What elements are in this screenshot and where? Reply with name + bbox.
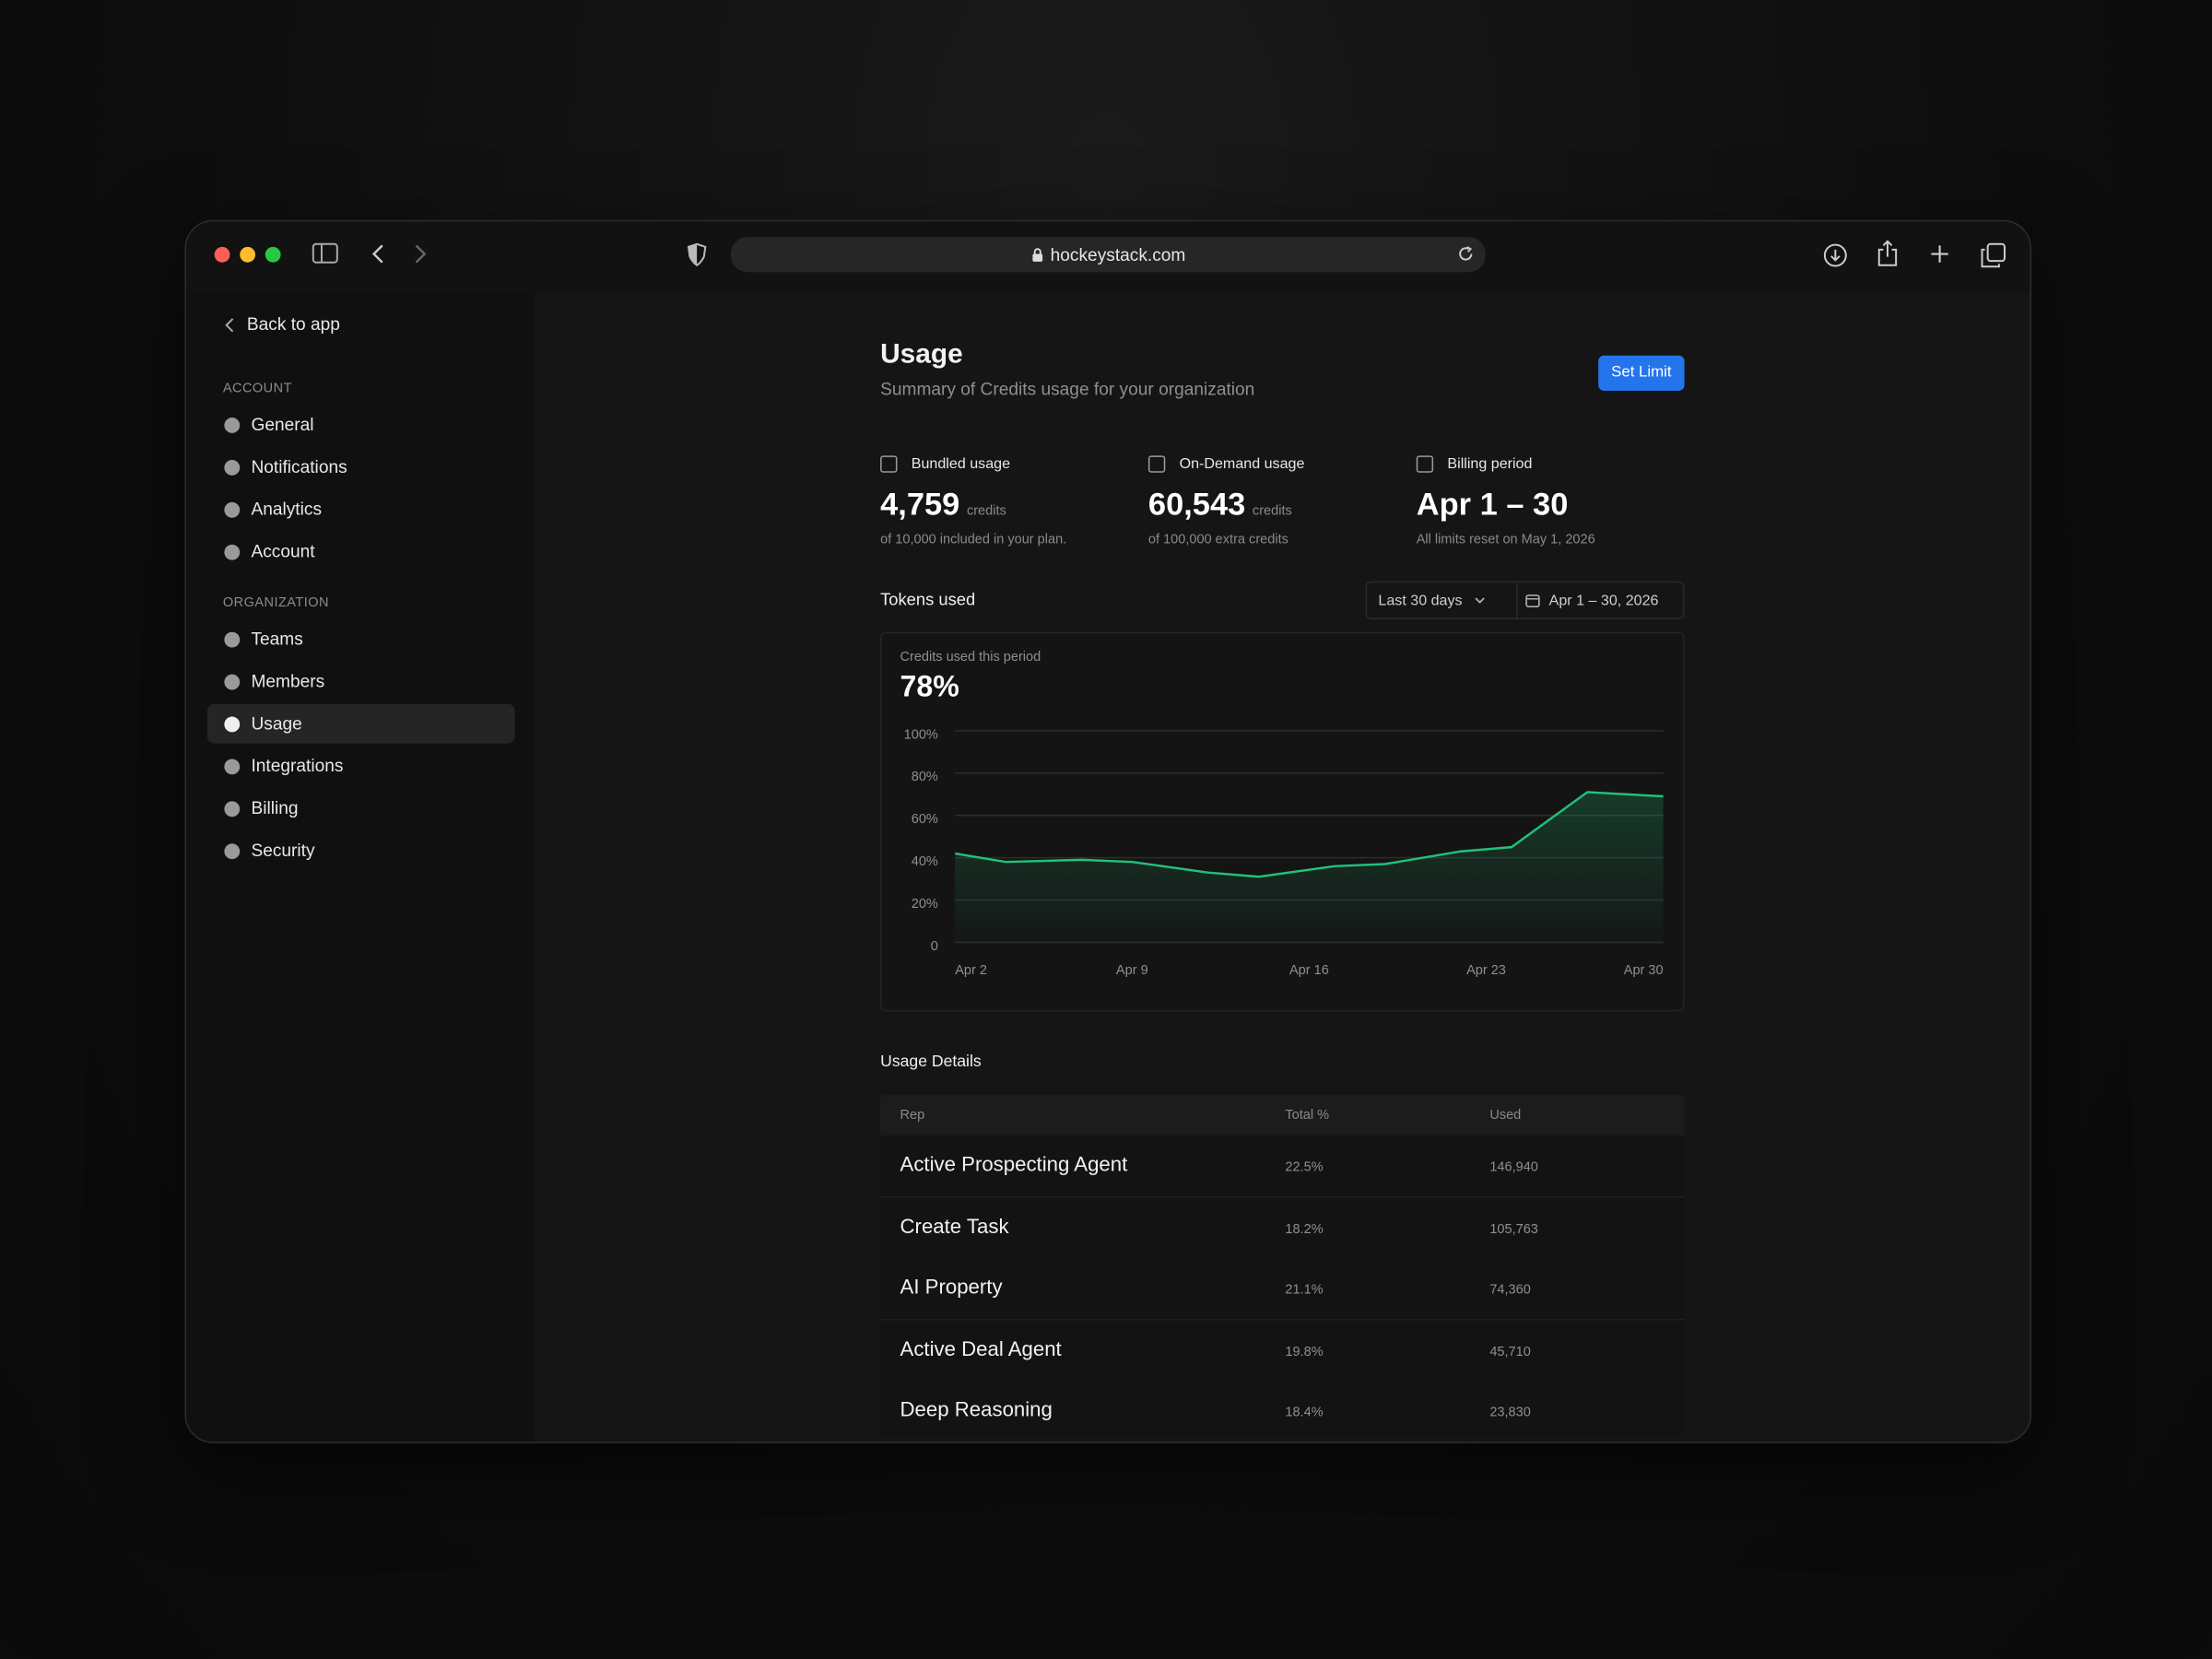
- nav-label: Usage: [251, 713, 302, 734]
- reload-button[interactable]: [1457, 245, 1474, 262]
- nav-item[interactable]: Notifications: [207, 447, 515, 487]
- nav-icon: [224, 800, 241, 817]
- range-dropdown[interactable]: Last 30 days: [1367, 582, 1518, 618]
- new-tab-button[interactable]: [1930, 244, 1949, 264]
- chevron-left: [225, 317, 234, 332]
- url-bar[interactable]: hockeystack.com: [730, 237, 1486, 273]
- nav-item[interactable]: Analytics: [207, 489, 515, 529]
- nav-item[interactable]: Usage: [207, 703, 515, 744]
- stat-unit: credits: [966, 503, 1006, 520]
- sidebar-toggle[interactable]: [312, 242, 340, 265]
- minimize-button[interactable]: [240, 246, 256, 263]
- stat-icon: [1147, 455, 1166, 473]
- stat-icon: [1416, 455, 1434, 473]
- stat-value: 60,543: [1147, 487, 1246, 523]
- back-text: Back to app: [246, 314, 340, 335]
- back-link[interactable]: Back to app: [224, 314, 340, 335]
- stat-label: On-Demand usage: [1179, 455, 1305, 473]
- download-button[interactable]: [1823, 242, 1849, 268]
- nav-item[interactable]: Teams: [207, 619, 515, 659]
- table-title: Usage Details: [880, 1053, 982, 1071]
- forward-button[interactable]: [412, 242, 429, 265]
- page-title: Usage: [880, 338, 963, 371]
- set-limit-button[interactable]: Set Limit: [1598, 355, 1685, 391]
- nav-icon: [224, 758, 241, 774]
- chart-card: [880, 631, 1685, 1012]
- stat-label: Billing period: [1447, 455, 1533, 473]
- nav-item[interactable]: Account: [207, 532, 515, 571]
- stat-note: of 10,000 included in your plan.: [880, 532, 1067, 547]
- nav-label: Security: [251, 841, 315, 861]
- nav-label: Teams: [251, 629, 303, 650]
- section-title: ORGANIZATION: [222, 594, 329, 611]
- date-text: Apr 1 – 30, 2026: [1548, 592, 1659, 609]
- nav-icon: [224, 501, 241, 517]
- back-button[interactable]: [370, 242, 386, 265]
- nav-icon: [224, 544, 241, 559]
- nav-item[interactable]: Integrations: [207, 747, 515, 786]
- nav-label: Analytics: [251, 499, 323, 520]
- sidebar: Back to app ACCOUNT General Notifications An…: [186, 291, 535, 1442]
- stat-note: of 100,000 extra credits: [1147, 532, 1288, 547]
- nav-icon: [224, 630, 241, 647]
- section-title: Tokens used: [880, 589, 976, 610]
- chevron-down: [1474, 596, 1485, 604]
- section-title: ACCOUNT: [222, 381, 292, 397]
- nav-icon: [224, 417, 241, 433]
- nav-icon: [224, 459, 241, 476]
- stat-value-row: Apr 1 – 30: [1417, 487, 1569, 524]
- stat-unit: credits: [1252, 503, 1292, 520]
- share-button[interactable]: [1877, 240, 1899, 268]
- nav-item[interactable]: Security: [207, 831, 515, 871]
- nav-icon: [224, 715, 241, 732]
- nav-label: Account: [251, 541, 315, 562]
- browser-window: hockeystack.com Back to app ACCOUNT Genera…: [184, 219, 2032, 1443]
- shield-icon[interactable]: [687, 242, 707, 266]
- nav-label: Notifications: [251, 456, 347, 477]
- nav-item[interactable]: Members: [207, 662, 515, 701]
- range-text: Last 30 days: [1378, 592, 1463, 609]
- nav-label: Billing: [251, 798, 299, 818]
- stat-icon: [880, 455, 898, 473]
- stat-value: 4,759: [880, 487, 960, 523]
- nav-icon: [224, 673, 241, 689]
- nav-label: Integrations: [251, 756, 344, 776]
- nav-label: General: [251, 415, 314, 435]
- lock-icon: [1031, 248, 1042, 262]
- nav-label: Members: [251, 671, 325, 692]
- stat-value: Apr 1 – 30: [1416, 487, 1569, 523]
- stat-value-row: 60,543 credits: [1148, 487, 1292, 524]
- date-picker[interactable]: Apr 1 – 30, 2026: [1525, 582, 1659, 618]
- date-filter: Last 30 days Apr 1 – 30, 2026: [1365, 581, 1685, 619]
- stat-value-row: 4,759 credits: [880, 487, 1006, 524]
- nav-item[interactable]: General: [207, 405, 515, 444]
- tabs-button[interactable]: [1981, 242, 2006, 268]
- stat-note: All limits reset on May 1, 2026: [1416, 532, 1595, 547]
- nav-icon: [224, 842, 241, 859]
- url-text: hockeystack.com: [1050, 244, 1186, 265]
- close-button[interactable]: [214, 246, 230, 263]
- zoom-button[interactable]: [265, 246, 281, 263]
- calendar-icon: [1525, 594, 1540, 608]
- stat-label: Bundled usage: [911, 455, 1011, 473]
- nav-item[interactable]: Billing: [207, 789, 515, 829]
- page-subtitle: Summary of Credits usage for your organi…: [880, 379, 1255, 400]
- toolbar: hockeystack.com: [186, 221, 2030, 292]
